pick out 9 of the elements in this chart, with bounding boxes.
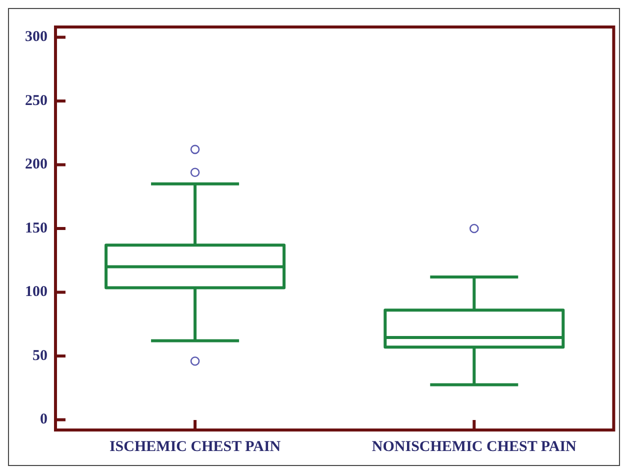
y-tick-label: 250 — [25, 92, 48, 109]
y-tick-label: 150 — [25, 220, 48, 236]
x-tick-label: NONISCHEMIC CHEST PAIN — [372, 438, 577, 455]
y-tick-label: 50 — [32, 348, 48, 364]
y-tick-label: 200 — [25, 156, 48, 173]
y-tick-label: 0 — [40, 412, 48, 428]
x-tick-label: ISCHEMIC CHEST PAIN — [109, 438, 281, 455]
y-tick-label: 300 — [25, 29, 48, 46]
y-tick-label: 100 — [25, 284, 48, 300]
